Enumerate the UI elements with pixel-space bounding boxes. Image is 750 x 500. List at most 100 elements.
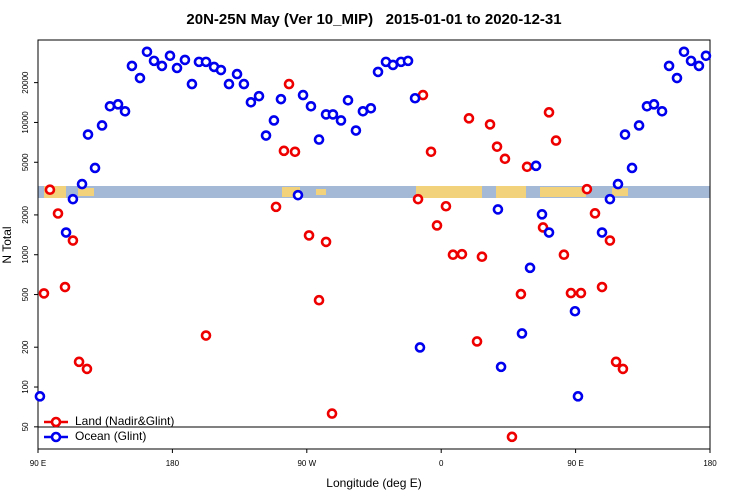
chart-title: 20N-25N May (Ver 10_MIP) 2015-01-01 to 2… bbox=[186, 11, 561, 28]
point bbox=[476, 251, 488, 263]
point bbox=[283, 78, 295, 90]
legend-marker bbox=[50, 431, 62, 443]
point bbox=[326, 408, 338, 419]
point bbox=[610, 356, 622, 368]
point bbox=[303, 230, 315, 241]
x-tick-label: 0 bbox=[439, 459, 444, 468]
point bbox=[550, 135, 562, 146]
point bbox=[76, 178, 88, 190]
point bbox=[164, 50, 176, 62]
point bbox=[626, 162, 638, 174]
x-tick-label: 90 W bbox=[297, 459, 316, 468]
point bbox=[365, 103, 377, 114]
point bbox=[200, 330, 212, 341]
point bbox=[671, 72, 683, 84]
point bbox=[260, 130, 272, 141]
point bbox=[223, 78, 235, 90]
point bbox=[238, 78, 250, 90]
point bbox=[663, 60, 675, 72]
point bbox=[96, 120, 108, 131]
point bbox=[596, 227, 608, 238]
point bbox=[215, 64, 227, 76]
point bbox=[268, 115, 280, 126]
point bbox=[278, 145, 290, 157]
point bbox=[44, 184, 56, 196]
point bbox=[619, 129, 631, 140]
point bbox=[515, 288, 527, 300]
legend-label: Land (Nadir&Glint) bbox=[75, 414, 174, 428]
point bbox=[119, 106, 131, 117]
point bbox=[685, 55, 697, 67]
point bbox=[495, 361, 507, 373]
point bbox=[530, 160, 542, 172]
point bbox=[179, 54, 191, 66]
point bbox=[565, 287, 577, 299]
point bbox=[425, 146, 437, 158]
point bbox=[73, 356, 85, 368]
x-tick-label: 180 bbox=[166, 459, 180, 468]
y-tick-label: 200 bbox=[21, 340, 30, 354]
point bbox=[492, 204, 504, 215]
point bbox=[67, 193, 79, 205]
point bbox=[656, 106, 668, 117]
point bbox=[305, 100, 317, 112]
point bbox=[491, 141, 503, 152]
point bbox=[59, 281, 71, 293]
y-tick-label: 50 bbox=[21, 422, 30, 431]
point bbox=[270, 201, 282, 213]
point bbox=[34, 391, 46, 402]
point bbox=[313, 134, 325, 145]
point bbox=[524, 262, 536, 274]
point bbox=[134, 72, 146, 84]
point bbox=[463, 113, 475, 124]
point bbox=[141, 46, 153, 58]
point bbox=[596, 281, 608, 293]
point bbox=[60, 227, 72, 238]
y-tick-label: 500 bbox=[21, 287, 30, 301]
point bbox=[700, 50, 712, 62]
point bbox=[431, 220, 443, 231]
point bbox=[231, 68, 243, 80]
y-tick-label: 20000 bbox=[21, 71, 30, 94]
point bbox=[693, 60, 705, 72]
point bbox=[327, 109, 339, 120]
point bbox=[569, 305, 581, 317]
point bbox=[575, 287, 587, 299]
point bbox=[543, 227, 555, 238]
point bbox=[414, 342, 426, 353]
y-axis-label: N Total bbox=[0, 226, 14, 263]
point bbox=[447, 249, 459, 261]
point bbox=[402, 55, 414, 67]
point bbox=[516, 328, 528, 339]
y-tick-label: 2000 bbox=[21, 205, 30, 223]
point bbox=[313, 294, 325, 306]
x-axis-label: Longitude (deg E) bbox=[326, 476, 421, 490]
plot-frame bbox=[37, 39, 711, 450]
point bbox=[186, 78, 198, 90]
legend-marker bbox=[50, 416, 62, 428]
point bbox=[612, 178, 624, 190]
point bbox=[633, 120, 645, 131]
y-tick-label: 10000 bbox=[21, 111, 30, 134]
point bbox=[112, 99, 124, 110]
point bbox=[335, 115, 347, 126]
point bbox=[38, 288, 50, 299]
x-tick-label: 90 E bbox=[30, 459, 46, 468]
x-tick-label: 180 bbox=[703, 459, 717, 468]
point bbox=[499, 153, 511, 165]
point bbox=[67, 235, 79, 246]
point bbox=[604, 193, 616, 205]
point bbox=[521, 161, 533, 173]
y-tick-label: 5000 bbox=[21, 153, 30, 171]
x-tick-label: 90 E bbox=[567, 459, 583, 468]
point bbox=[581, 183, 593, 195]
point bbox=[456, 248, 468, 260]
point bbox=[678, 46, 690, 58]
point bbox=[604, 235, 616, 246]
point bbox=[572, 391, 584, 402]
point bbox=[245, 97, 257, 108]
point bbox=[148, 55, 160, 67]
point bbox=[275, 93, 287, 105]
